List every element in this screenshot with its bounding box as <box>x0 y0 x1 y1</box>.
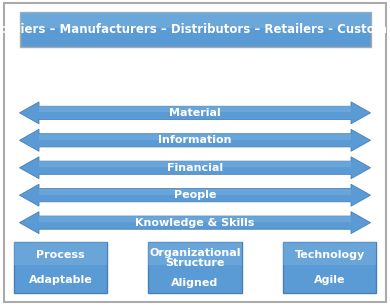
Text: Financial: Financial <box>167 163 223 173</box>
Polygon shape <box>20 184 370 206</box>
Polygon shape <box>20 129 370 151</box>
Polygon shape <box>39 161 351 167</box>
Text: Organizational: Organizational <box>149 248 241 257</box>
Text: Knowledge & Skills: Knowledge & Skills <box>135 218 255 228</box>
Text: Agile: Agile <box>314 275 345 285</box>
Text: Technology: Technology <box>294 250 365 260</box>
Text: Suppliers – Manufacturers – Distributors – Retailers - Customers: Suppliers – Manufacturers – Distributors… <box>0 23 390 36</box>
FancyBboxPatch shape <box>14 242 107 265</box>
FancyBboxPatch shape <box>283 242 376 293</box>
Polygon shape <box>39 134 351 140</box>
Polygon shape <box>39 106 351 112</box>
Polygon shape <box>20 157 370 179</box>
FancyBboxPatch shape <box>20 12 370 47</box>
Text: Process: Process <box>36 250 85 260</box>
Polygon shape <box>20 212 370 234</box>
FancyBboxPatch shape <box>283 242 376 265</box>
Polygon shape <box>20 102 370 124</box>
FancyBboxPatch shape <box>148 242 242 293</box>
Text: Adaptable: Adaptable <box>28 275 92 285</box>
Text: Structure: Structure <box>165 258 225 267</box>
FancyBboxPatch shape <box>14 242 107 293</box>
FancyBboxPatch shape <box>20 12 370 28</box>
Text: People: People <box>174 190 216 200</box>
Polygon shape <box>39 216 351 222</box>
Text: Material: Material <box>169 108 221 118</box>
Text: Information: Information <box>158 135 232 145</box>
FancyBboxPatch shape <box>148 242 242 265</box>
Text: Aligned: Aligned <box>171 278 219 288</box>
Polygon shape <box>39 188 351 195</box>
